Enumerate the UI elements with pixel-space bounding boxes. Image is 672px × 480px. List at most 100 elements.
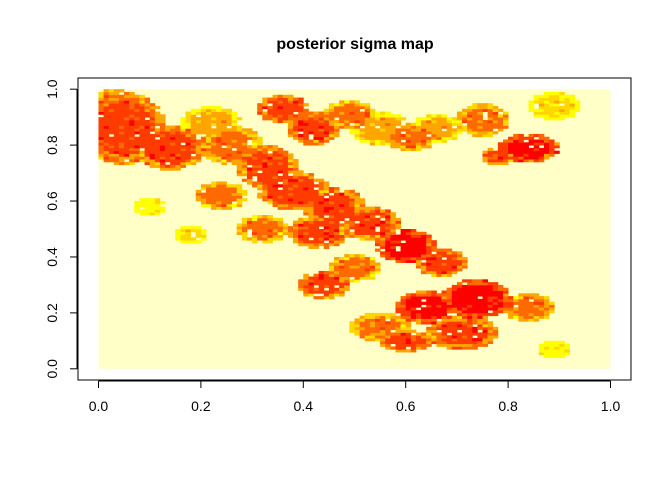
heatmap-cell [129, 125, 135, 129]
heatmap-cell [359, 136, 366, 140]
heatmap-cell [257, 139, 263, 143]
heatmap-cell [211, 181, 217, 185]
heatmap-cell [405, 136, 412, 140]
heatmap-cell [139, 108, 145, 112]
heatmap-cell [159, 128, 166, 132]
heatmap-cell [354, 279, 361, 283]
heatmap-cell [195, 128, 202, 132]
heatmap-cell [441, 136, 448, 140]
heatmap-cell [293, 231, 299, 235]
heatmap-cell [564, 346, 570, 350]
heatmap-cell [446, 296, 453, 300]
heatmap-cell [487, 340, 494, 345]
heatmap-cell [374, 262, 381, 266]
heatmap-cell [339, 276, 345, 280]
heatmap-cell [467, 279, 473, 283]
heatmap-cell [139, 203, 145, 208]
heatmap-cell [421, 312, 427, 317]
heatmap-cell [298, 231, 304, 235]
heatmap-cell [395, 234, 401, 238]
heatmap-cell [334, 268, 340, 272]
heatmap-cell [216, 189, 222, 194]
heatmap-cell [323, 273, 330, 277]
heatmap-cell [462, 128, 468, 132]
heatmap-cell [277, 203, 284, 208]
heatmap-cell [328, 111, 335, 115]
heatmap-cell [344, 203, 350, 208]
heatmap-cell [400, 136, 407, 140]
heatmap-cell [129, 133, 135, 138]
heatmap-cell [441, 259, 448, 263]
heatmap-cell [293, 170, 299, 174]
heatmap-cell [400, 310, 407, 314]
heatmap-cell [431, 315, 437, 319]
heatmap-cell [185, 142, 192, 146]
heatmap-cell [441, 262, 448, 266]
heatmap-cell [513, 145, 519, 149]
heatmap-cell [262, 153, 268, 157]
heatmap-cell [226, 153, 233, 157]
heatmap-cell [364, 220, 371, 224]
heatmap-cell [390, 248, 396, 252]
heatmap-cell [359, 220, 366, 224]
heatmap-cell [533, 97, 540, 101]
heatmap-cell [159, 136, 166, 140]
heatmap-cell [206, 105, 212, 110]
heatmap-cell [456, 265, 463, 269]
heatmap-cell [497, 156, 504, 160]
heatmap-cell [175, 164, 181, 168]
heatmap-cell [287, 170, 294, 174]
heatmap-cell [451, 119, 458, 124]
heatmap-cell [400, 335, 407, 339]
heatmap-cell [359, 133, 366, 138]
heatmap-cell [380, 114, 386, 118]
heatmap-cell [354, 276, 361, 280]
heatmap-cell [216, 181, 222, 185]
heatmap-cell [221, 114, 227, 118]
heatmap-cell [354, 234, 361, 238]
heatmap-cell [385, 111, 391, 115]
heatmap-cell [293, 100, 299, 104]
heatmap-cell [528, 139, 535, 143]
heatmap-cell [313, 282, 320, 286]
heatmap-cell [149, 108, 156, 112]
heatmap-cell [200, 184, 207, 188]
heatmap-cell [231, 133, 238, 138]
heatmap-cell [359, 103, 366, 107]
heatmap-cell [549, 310, 555, 314]
heatmap-cell [308, 142, 314, 146]
heatmap-cell [344, 122, 350, 126]
heatmap-cell [124, 153, 130, 157]
heatmap-cell [359, 324, 366, 328]
heatmap-cell [492, 335, 499, 339]
heatmap-cell [318, 128, 325, 132]
heatmap-cell [267, 100, 273, 104]
heatmap-cell [477, 326, 483, 331]
heatmap-cell [523, 153, 529, 157]
heatmap-cell [277, 94, 284, 98]
heatmap-cell [318, 242, 325, 247]
heatmap-cell [451, 340, 458, 345]
heatmap-cell [308, 139, 314, 143]
heatmap-cell [477, 301, 483, 305]
heatmap-cell [206, 131, 212, 135]
heatmap-cell [328, 189, 335, 194]
heatmap-cell [359, 237, 366, 241]
heatmap-cell [221, 184, 227, 188]
heatmap-cell [298, 217, 304, 222]
heatmap-cell [497, 122, 504, 126]
heatmap-cell [446, 270, 453, 275]
heatmap-cell [482, 284, 489, 289]
heatmap-cell [339, 206, 345, 210]
heatmap-cell [456, 287, 463, 291]
heatmap-cell [134, 150, 140, 154]
heatmap-cell [385, 315, 391, 319]
heatmap-cell [533, 111, 540, 115]
heatmap-cell [400, 312, 407, 317]
heatmap-cell [323, 201, 330, 205]
heatmap-cell [508, 156, 514, 160]
heatmap-cell [513, 133, 519, 138]
heatmap-cell [467, 296, 473, 300]
heatmap-cell [308, 187, 314, 191]
heatmap-cell [287, 198, 294, 202]
